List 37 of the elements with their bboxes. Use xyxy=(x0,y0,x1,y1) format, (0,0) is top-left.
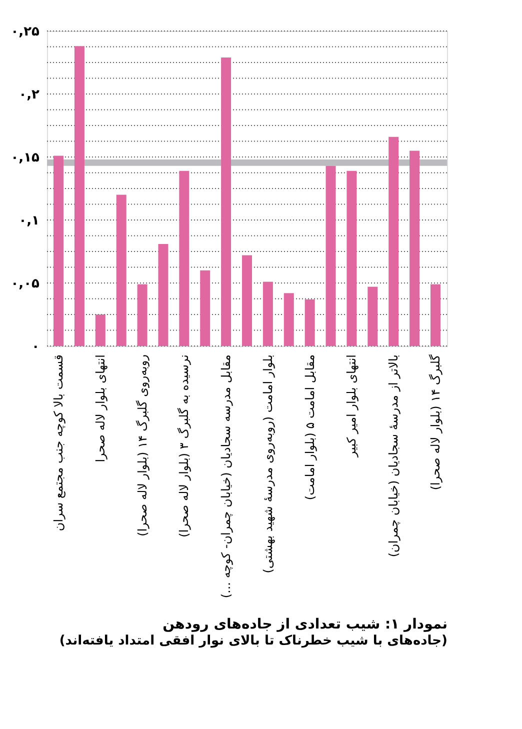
x-tick-label: بلوار امامت (روبه‌روی مدرسهٔ شهید بهشتی) xyxy=(260,354,275,574)
bar xyxy=(95,314,106,346)
bar xyxy=(262,282,273,346)
bar xyxy=(137,284,148,346)
bar xyxy=(242,255,252,346)
text: نمودار ۱: شیب تعدادی از جاده‌های رودهن xyxy=(162,616,448,633)
bar xyxy=(74,46,84,346)
y-tick-label: ۰,۱۵ xyxy=(10,150,40,166)
x-tick-label: بالاتر از مدرسهٔ سجادیان (خیابان چمران) xyxy=(386,354,401,558)
x-tick-label: انتهای بلوار لاله صحرا xyxy=(93,354,108,462)
bar xyxy=(388,136,399,346)
bar xyxy=(368,286,378,346)
bar xyxy=(54,156,64,346)
bar xyxy=(221,57,232,346)
y-tick-label: ۰,۲ xyxy=(18,88,40,102)
bar xyxy=(116,194,126,346)
x-tick-label: گلبرگ ۱۴ (بلوار لاله صحرا) xyxy=(428,354,442,490)
bar xyxy=(158,244,168,346)
bar xyxy=(179,170,190,346)
bar xyxy=(304,299,315,346)
bar xyxy=(200,270,210,346)
x-tick-label: مقابل مدرسه سجادیان (خیابان چمران- کوچه ...) xyxy=(219,354,234,598)
y-tick-label: ۰,۰۵ xyxy=(10,276,40,292)
x-tick-label: روبه‌روی گلبرگ ۱۴ (بلوار لاله صحرا) xyxy=(135,354,150,536)
bar xyxy=(430,284,440,346)
text: (جاده‌های با شیب خطرناک تا بالای نوار افقی امتداد یافته‌اند) xyxy=(59,634,448,649)
y-tick-label: ۰ xyxy=(32,340,40,354)
x-tick-label: مقابل امامت ۵ (بلوار امامت) xyxy=(302,354,317,500)
x-tick-label: نرسیده به گلبرگ ۳ (بلوار لاله صحرا) xyxy=(177,354,192,538)
x-tick-label: انتهای بلوار امیر کبیر xyxy=(344,354,359,458)
bar xyxy=(410,150,420,346)
bar xyxy=(284,293,294,346)
y-tick-label: ۰,۱ xyxy=(18,214,40,228)
y-tick-label: ۰,۲۵ xyxy=(10,24,40,40)
bar xyxy=(346,170,357,346)
x-tick-label: قسمت بالا کوچه جنب مجتمع سران xyxy=(52,354,66,532)
bar xyxy=(326,166,336,346)
